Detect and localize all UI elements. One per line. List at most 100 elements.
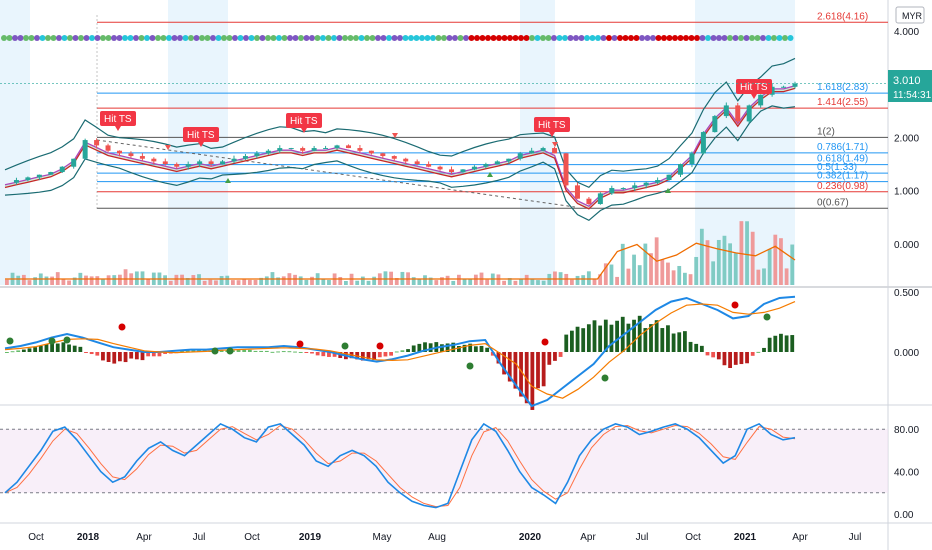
signal-dot [56,35,62,41]
volume-bar [773,234,778,285]
macd-bull-cross-dot [211,347,219,355]
macd-histogram-bar [479,345,484,352]
macd-histogram-bar [496,352,501,364]
macd-histogram-bar [524,352,529,404]
price-tag [888,70,932,102]
macd-histogram-bar [468,343,473,352]
volume-bar [524,274,529,285]
signal-dot [606,35,612,41]
candle-body [449,169,455,173]
candle-body [25,177,31,181]
volume-bar [327,279,331,285]
volume-bar [360,276,365,285]
candle-body [643,182,649,186]
hit-ts-pointer [198,142,204,147]
candle-body [128,153,134,157]
volume-bar [417,279,422,285]
macd-histogram-bar [372,352,377,361]
macd-histogram-bar [536,352,540,389]
signal-dot [204,35,211,41]
candle-body [208,161,214,165]
volume-bar [411,277,416,285]
signal-dot [595,35,601,41]
volume-bar [462,278,467,285]
candle-body [139,156,145,159]
macd-histogram-bar [298,351,303,353]
signal-dot [281,35,288,41]
macd-histogram-bar [67,344,71,352]
hit-ts-label: Hit TS [290,116,318,127]
session-shade [520,0,555,285]
macd-histogram-bar [411,345,416,352]
signal-dot [380,35,387,41]
volume-bar [745,221,749,285]
volume-bar [16,275,21,285]
macd-histogram-bar [400,350,405,352]
volume-bar [123,269,128,285]
volume-bar [756,269,761,285]
macd-histogram-bar [332,352,337,357]
volume-bar [383,271,388,285]
macd-histogram-bar [123,352,128,363]
candle-body [689,153,695,165]
macd-histogram-bar [304,352,309,353]
sell-triangle [165,145,171,150]
candle-body [231,158,237,162]
macd-histogram-bar [485,347,490,352]
time-axis-tick: May [373,532,392,543]
signal-dot [402,35,409,41]
signal-dot [716,35,722,41]
macd-bull-cross-dot [48,337,56,345]
signal-dot [358,35,365,41]
macd-histogram-bar [33,347,38,352]
macd-histogram-bar [660,328,665,352]
volume-bar [33,277,38,285]
macd-histogram-bar [276,351,280,353]
volume-bar [705,240,710,285]
volume-bar [581,275,586,285]
signal-dot [50,35,57,41]
signal-dot [248,35,255,41]
volume-bar [575,275,580,285]
signal-dot [221,35,227,41]
signal-dot [210,35,216,41]
signal-dot [710,35,717,41]
signal-dot [611,35,618,41]
macd-histogram-bar [649,324,653,352]
macd-histogram-bar [360,352,365,361]
signal-dot [545,35,552,41]
candle-body [311,148,317,151]
candle-body [540,148,546,151]
volume-bar [112,275,117,285]
signal-dot [523,35,530,41]
candle-body [185,164,191,167]
candle-body [323,148,329,150]
macd-histogram-bar [134,352,139,360]
signal-dot [314,35,321,41]
hit-ts-badge [286,113,322,128]
volume-bar [276,277,280,285]
volume-bar [355,280,360,285]
macd-histogram-bar [118,352,122,362]
signal-dot [644,35,651,41]
volume-bar [389,271,393,285]
volume-bar [519,278,523,285]
macd-histogram-bar [637,315,642,352]
macd-histogram-bar [264,350,269,352]
signal-dot [573,35,579,41]
macd-histogram-bar [95,352,100,356]
signal-dot [771,35,777,41]
macd-histogram-bar [586,324,591,352]
signal-dot [336,35,343,41]
candle-body [781,86,787,88]
signal-dot [782,35,788,41]
volume-bar [434,280,439,285]
signal-dot [215,35,222,41]
macd-histogram-bar [445,343,450,352]
volume-bar [163,275,167,285]
macd-histogram-bar [84,352,88,353]
macd-histogram-bar [106,352,111,363]
volume-bar [84,275,88,285]
macd-histogram-bar [711,352,716,358]
